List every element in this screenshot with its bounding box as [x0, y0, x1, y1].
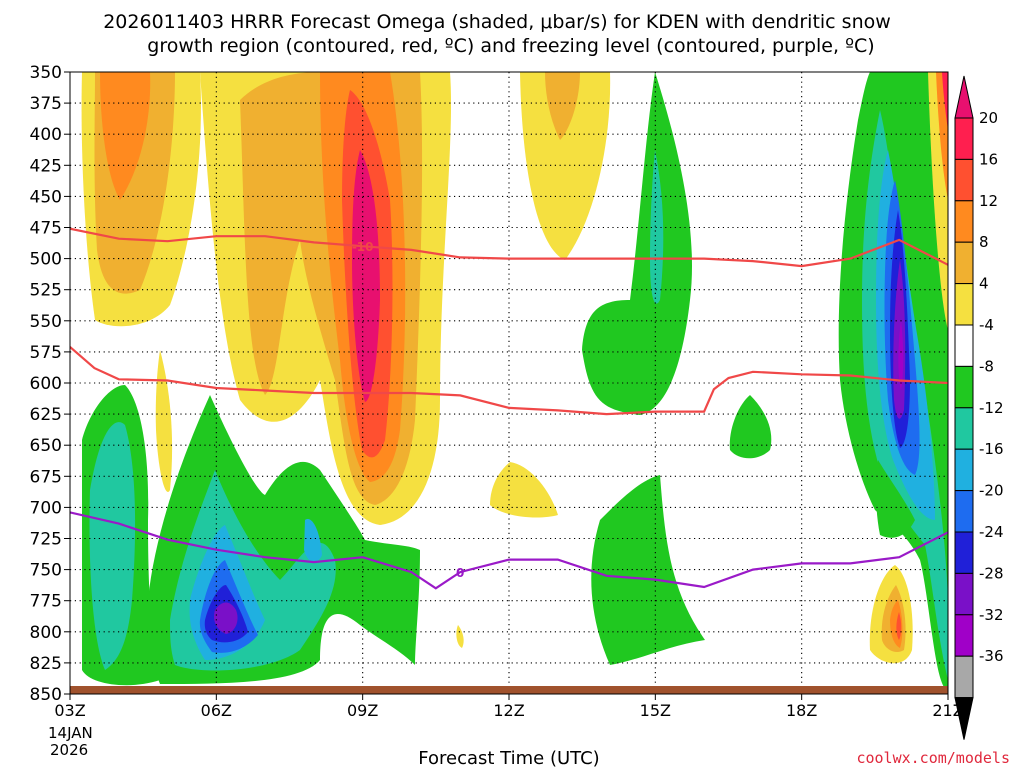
colorbar-swatch: [954, 117, 974, 160]
contour-red_minus10: [70, 227, 948, 268]
omega-fill-m8-15z-upper: [650, 150, 664, 304]
colorbar-label: 20: [979, 109, 998, 127]
credit-link[interactable]: coolwx.com/models: [856, 749, 1010, 767]
colorbar: 20 16 12 8 4 -4 -8 -12 -16 -20 -24 -28 -32 -36: [954, 75, 1004, 740]
colorbar-swatch: [954, 158, 974, 202]
y-tick-label: 550: [30, 312, 62, 332]
y-tick-label: 625: [30, 405, 62, 425]
date-year: 2026: [50, 741, 88, 759]
omega-fill-m4-17z: [729, 395, 772, 459]
colorbar-bottom-arrow: [954, 697, 974, 740]
colorbar-swatch: [954, 531, 974, 574]
omega-fill-4-dot-11z: [456, 625, 464, 648]
y-tick-label: 450: [30, 187, 62, 207]
y-tick-label: 825: [30, 654, 62, 674]
colorbar-label: -8: [979, 357, 994, 375]
omega-fill-8-11z-upper: [545, 72, 580, 140]
omega-fill-4-lens-05z: [155, 350, 173, 492]
colorbar-label: -28: [979, 564, 1004, 582]
omega-fill-m4-15z-lower: [591, 475, 705, 665]
x-axis-label: Forecast Time (UTC): [418, 748, 599, 768]
y-tick-label: 675: [30, 467, 62, 487]
y-tick-label: 400: [30, 125, 62, 145]
omega-fill-m28-late: [898, 320, 904, 390]
colorbar-label: -20: [979, 482, 1004, 500]
y-tick-label: 475: [30, 219, 62, 239]
y-tick-label: 725: [30, 530, 62, 550]
colorbar-swatch: [954, 448, 974, 492]
colorbar-label: -32: [979, 606, 1004, 624]
y-tick-label: 600: [30, 374, 62, 394]
omega-fill-20-main: [352, 150, 380, 402]
colorbar-label: -16: [979, 440, 1004, 458]
colorbar-swatch: [954, 365, 974, 409]
contour-label: 0: [456, 566, 464, 580]
y-tick-label: 650: [30, 436, 62, 456]
x-tick-label: 03Z: [54, 701, 85, 720]
colorbar-swatch: [954, 324, 974, 367]
y-tick-label: 850: [30, 685, 62, 705]
omega-fill-m4-late-lower: [875, 460, 915, 538]
colorbar-swatch: [954, 283, 974, 326]
chart-title-line1: 2026011403 HRRR Forecast Omega (shaded, …: [103, 11, 891, 33]
colorbar-swatch: [954, 200, 974, 243]
colorbar-swatch: [954, 572, 974, 616]
colorbar-swatch: [954, 407, 974, 450]
x-tick-label: 12Z: [493, 701, 524, 720]
x-axis: 03Z 06Z 09Z 12Z 15Z 18Z 21Z: [54, 694, 964, 720]
y-tick-label: 525: [30, 281, 62, 301]
colorbar-swatch: [954, 490, 974, 533]
y-tick-label: 700: [30, 498, 62, 518]
colorbar-label: -12: [979, 399, 1004, 417]
x-tick-label: 21Z: [932, 701, 963, 720]
y-tick-label: 800: [30, 623, 62, 643]
contours: -10 0: [70, 227, 948, 590]
omega-fill-20-edge: [942, 72, 948, 130]
omega-fill-m24-low-mid: [214, 602, 238, 634]
contour-red_minus18: [70, 346, 948, 416]
colorbar-swatch: [954, 241, 974, 285]
x-tick-label: 09Z: [347, 701, 378, 720]
omega-fill-16-20z: [896, 612, 902, 640]
y-tick-label: 500: [30, 250, 62, 270]
y-tick-label: 425: [30, 156, 62, 176]
colorbar-swatch: [954, 655, 974, 699]
omega-fill-m4-15z-upper: [582, 72, 692, 415]
omega-shading: [81, 72, 948, 690]
colorbar-label: 16: [979, 150, 998, 168]
colorbar-label: -4: [979, 316, 994, 334]
colorbar-label: -24: [979, 523, 1004, 541]
y-tick-label: 575: [30, 343, 62, 363]
y-tick-label: 775: [30, 592, 62, 612]
omega-fill-m12-low-08z: [304, 519, 322, 562]
omega-fill-12-early: [100, 72, 151, 200]
colorbar-swatch: [954, 614, 974, 657]
colorbar-label: 12: [979, 192, 998, 210]
colorbar-label: -36: [979, 647, 1004, 665]
colorbar-label: 8: [979, 233, 989, 251]
x-tick-label: 18Z: [786, 701, 817, 720]
contour-label: -10: [352, 240, 374, 254]
y-axis: 350 375 400 425 450 475 500 525 550 575 600 625 650 6…: [30, 63, 70, 705]
date-day: 14JAN: [48, 724, 93, 742]
y-tick-label: 750: [30, 561, 62, 581]
colorbar-label: 4: [979, 275, 989, 293]
x-tick-label: 06Z: [201, 701, 232, 720]
ground-strip: [70, 686, 948, 694]
x-tick-label: 15Z: [640, 701, 671, 720]
contour-purple_0: [70, 511, 948, 590]
y-tick-label: 375: [30, 94, 62, 114]
colorbar-top-arrow: [954, 75, 974, 119]
chart-title-line2: growth region (contoured, red, ºC) and f…: [147, 35, 874, 57]
omega-fill-4-12z-mid: [490, 462, 558, 518]
omega-fill-m8-low-early: [89, 422, 136, 670]
omega-fill-4-11z-upper: [520, 72, 611, 260]
y-tick-label: 350: [30, 63, 62, 83]
